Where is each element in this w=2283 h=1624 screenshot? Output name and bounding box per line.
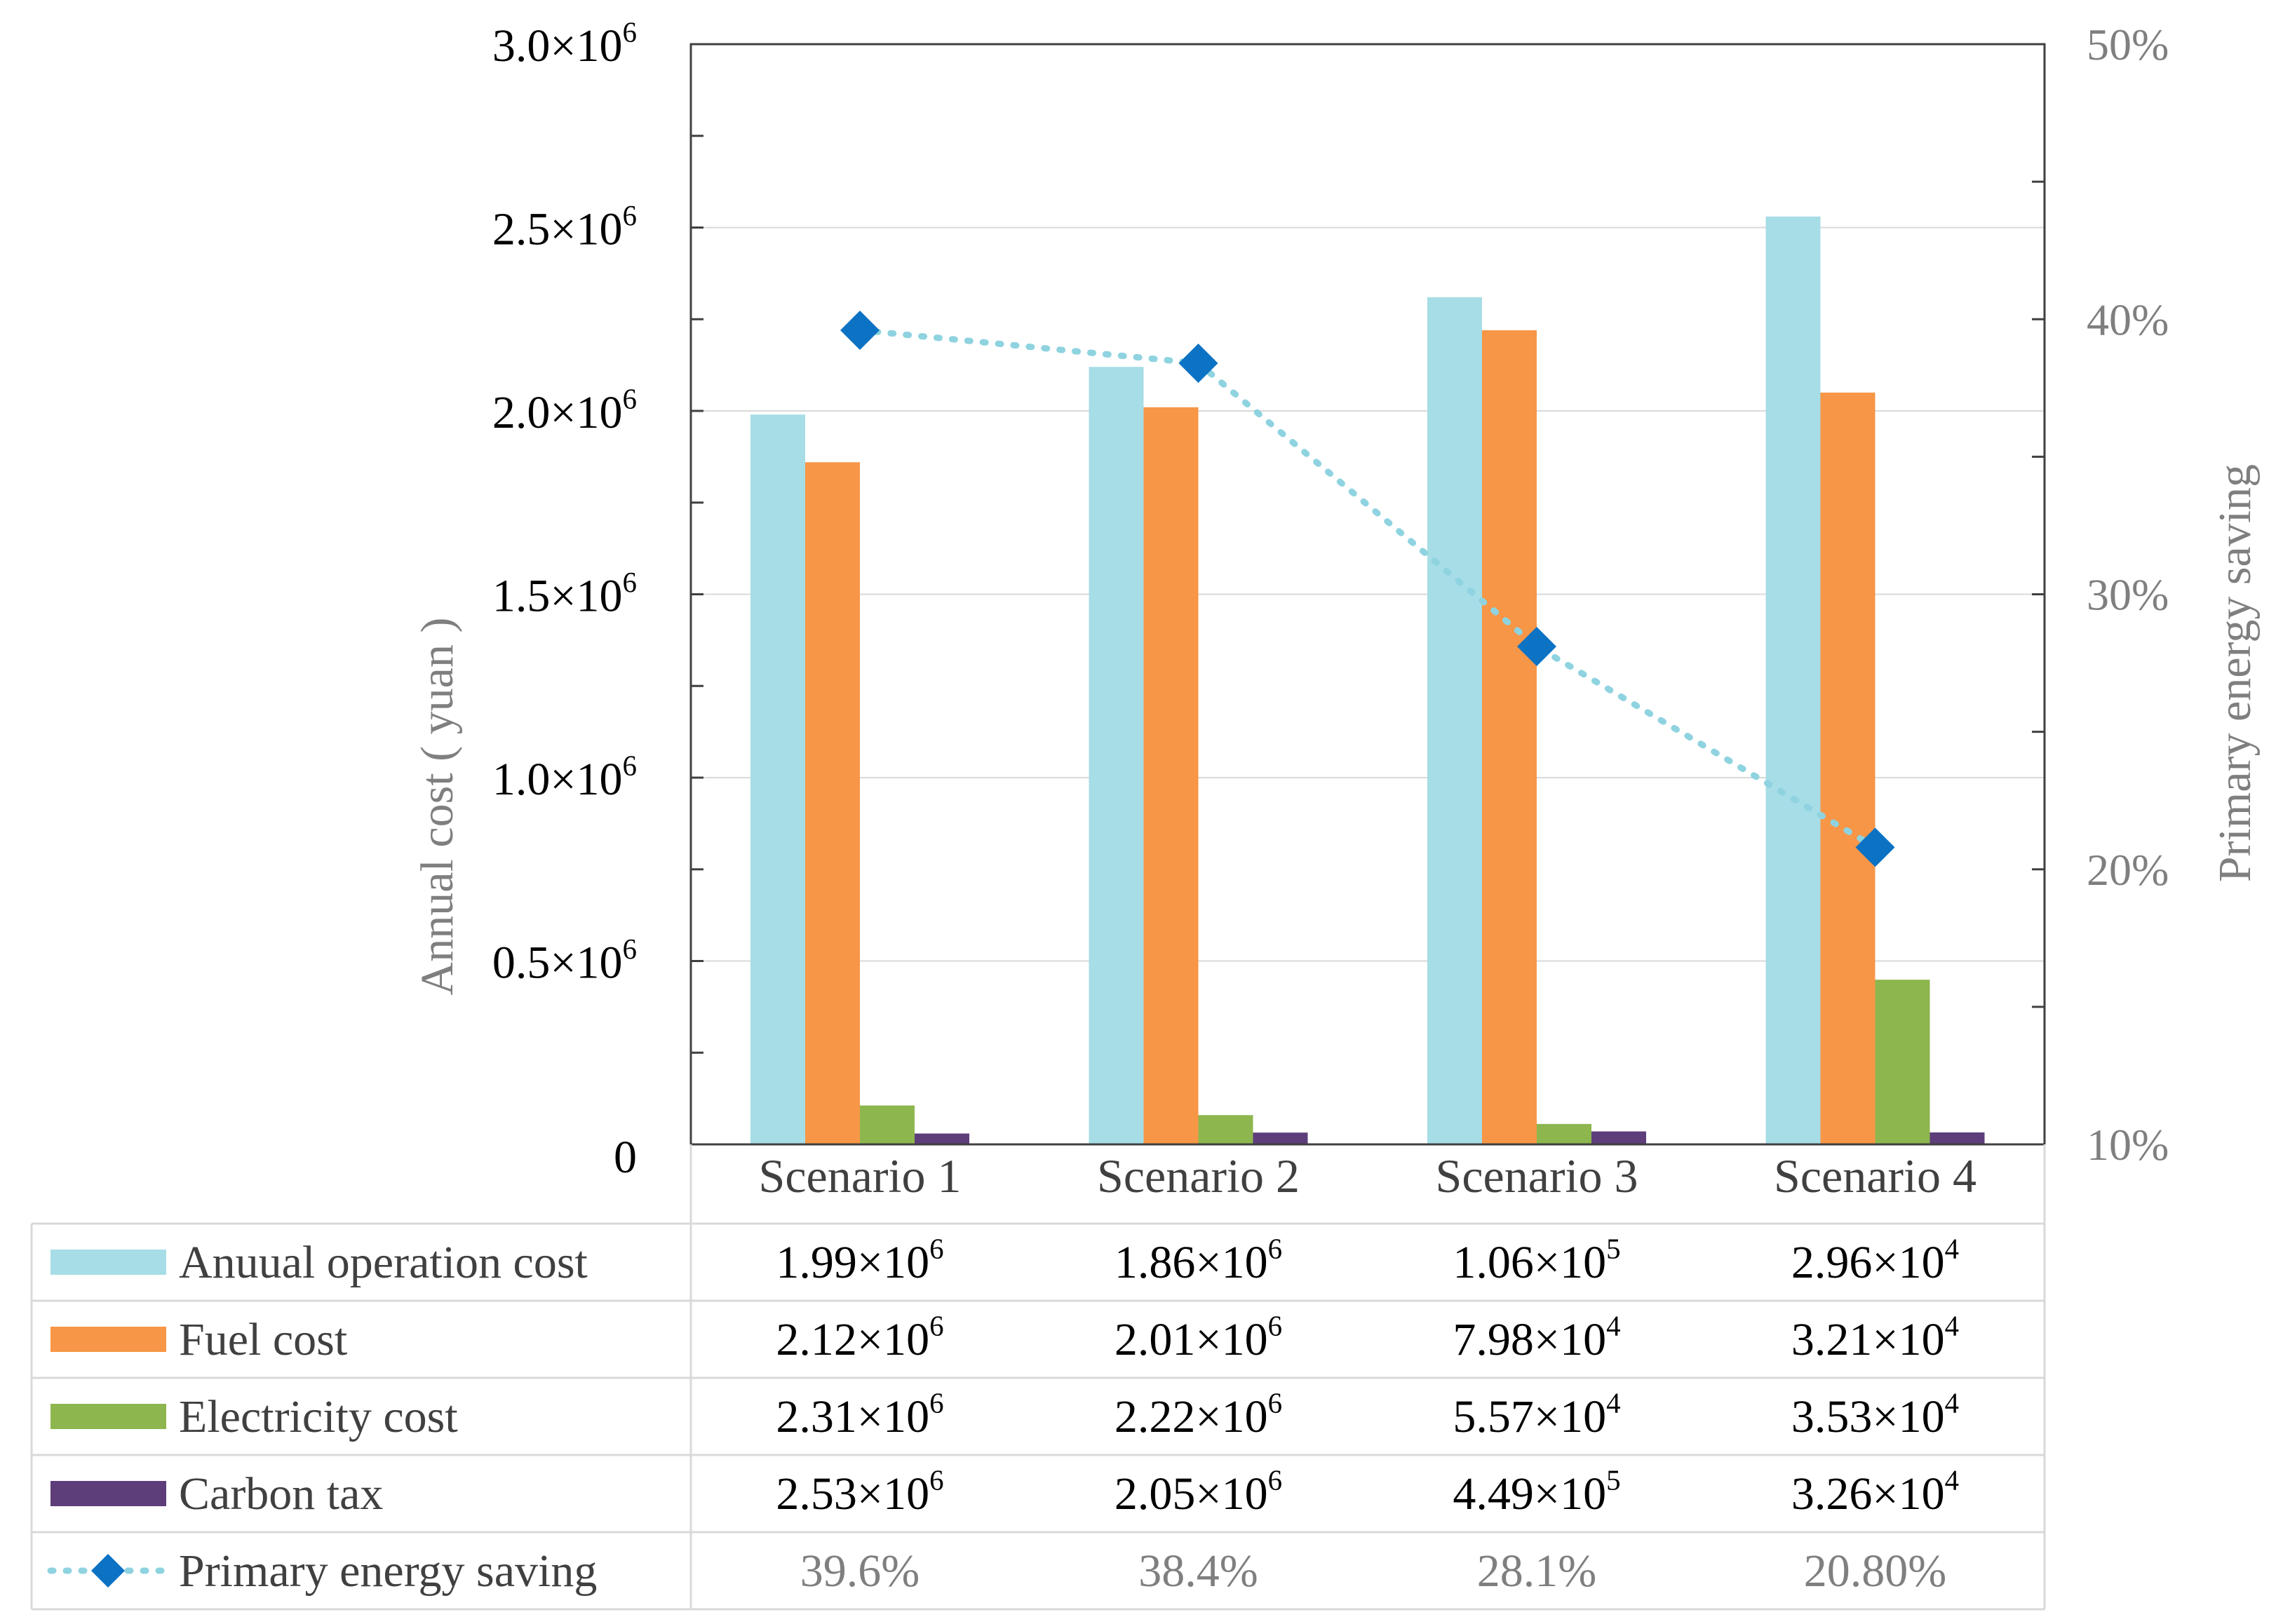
energy-saving-polyline (856, 327, 1878, 851)
bars (750, 216, 1985, 1145)
bar (1765, 216, 1821, 1144)
table-value: 7.98×104 (1453, 1310, 1620, 1365)
legend-label: Anuual operation cost (179, 1237, 588, 1288)
y2-tick-label: 40% (2087, 295, 2169, 344)
energy-saving-line (840, 310, 1895, 867)
energy-saving-marker (1855, 827, 1895, 867)
axes (689, 43, 2046, 1146)
data-table: Anuual operation cost 1.99×106 1.86×106 1.0… (30, 1144, 2046, 1611)
y2-tick-label: 50% (2087, 20, 2169, 69)
tick-labels: 0 0.5×106 1.0×106 1.5×106 2.0×106 2.5×106 3.0×… (492, 16, 2169, 1203)
energy-saving-marker (1178, 344, 1218, 384)
bar (1253, 1132, 1308, 1144)
bar (1591, 1131, 1646, 1144)
bar (750, 414, 805, 1144)
bar (1482, 330, 1537, 1145)
bar (1198, 1115, 1253, 1144)
table-value: 1.86×106 (1114, 1233, 1282, 1288)
legend-swatch (50, 1481, 166, 1506)
table-value: 2.53×106 (776, 1464, 943, 1520)
legend-label: Primary energy saving (179, 1545, 597, 1597)
table-value: 3.53×104 (1791, 1387, 1959, 1442)
category-label: Scenario 4 (1774, 1149, 1976, 1203)
y-tick-label: 0.5×106 (492, 933, 637, 989)
legend-marker (91, 1554, 125, 1588)
y-tick-label: 0 (614, 1132, 637, 1183)
table-value: 1.99×106 (776, 1233, 943, 1288)
bar (1930, 1132, 1985, 1144)
legend-swatch (50, 1327, 166, 1352)
table-value: 38.4% (1138, 1545, 1258, 1597)
table-value: 3.21×104 (1791, 1310, 1959, 1365)
table-value: 39.6% (800, 1545, 920, 1597)
table-value: 5.57×104 (1453, 1387, 1620, 1442)
bar (805, 462, 860, 1144)
legend-label: Fuel cost (179, 1314, 347, 1365)
table-value: 20.80% (1804, 1545, 1946, 1597)
table-value: 2.31×106 (776, 1387, 943, 1442)
y2-tick-label: 10% (2087, 1120, 2169, 1170)
table-value: 2.96×104 (1791, 1233, 1959, 1288)
energy-saving-marker (1517, 627, 1556, 667)
plot-frame (689, 43, 2046, 1146)
legend-label: Carbon tax (179, 1468, 383, 1520)
bar (1875, 980, 1930, 1144)
y-tick-label: 2.0×106 (492, 383, 637, 438)
bar (1537, 1123, 1591, 1144)
bar (1427, 297, 1482, 1144)
table-value: 2.05×106 (1114, 1464, 1282, 1520)
y-axis-title: Annual cost ( yuan ) (412, 618, 463, 996)
table-value: 3.26×104 (1791, 1464, 1959, 1520)
y2-axis-title: Primary energy saving (2209, 464, 2261, 882)
y-tick-label: 2.5×106 (492, 200, 637, 255)
bar (1820, 392, 1875, 1144)
table-value: 1.06×105 (1453, 1233, 1620, 1288)
table-value: 2.22×106 (1114, 1387, 1282, 1442)
bar (1089, 367, 1144, 1144)
category-label: Scenario 2 (1097, 1149, 1300, 1203)
y-tick-label: 3.0×106 (492, 16, 637, 72)
category-label: Scenario 1 (759, 1149, 962, 1203)
table-value: 28.1% (1477, 1545, 1596, 1597)
y2-tick-label: 20% (2087, 845, 2169, 895)
bar (915, 1133, 969, 1144)
table-value: 4.49×105 (1453, 1464, 1620, 1520)
bar (1143, 407, 1199, 1144)
bar (860, 1105, 915, 1144)
table-value: 2.01×106 (1114, 1310, 1282, 1365)
energy-saving-marker (840, 310, 880, 350)
legend-label: Electricity cost (179, 1391, 458, 1442)
legend-swatch (50, 1404, 166, 1429)
y-tick-label: 1.5×106 (492, 567, 637, 622)
table-value: 2.12×106 (776, 1310, 943, 1365)
legend-swatch (50, 1250, 166, 1275)
category-label: Scenario 3 (1436, 1149, 1638, 1203)
y-tick-label: 1.0×106 (492, 750, 637, 805)
y2-tick-label: 30% (2087, 570, 2169, 620)
